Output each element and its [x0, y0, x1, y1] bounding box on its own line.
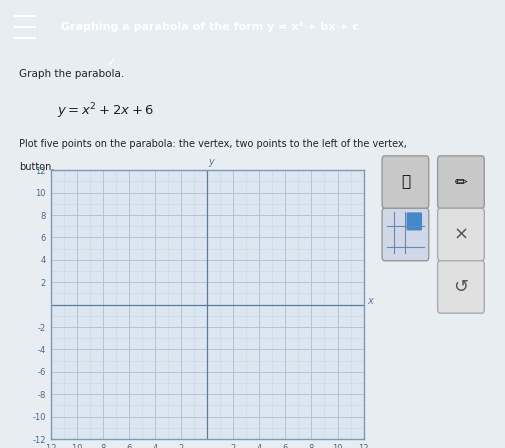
FancyBboxPatch shape — [438, 156, 484, 208]
Text: 🧹: 🧹 — [401, 175, 410, 190]
FancyBboxPatch shape — [407, 212, 422, 230]
Text: Plot five points on the parabola: the vertex, two points to the left of the vert: Plot five points on the parabola: the ve… — [19, 139, 407, 149]
Text: Graphing a parabola of the form y = x² + bx + c: Graphing a parabola of the form y = x² +… — [61, 22, 359, 32]
Text: ✏️: ✏️ — [454, 175, 467, 190]
FancyBboxPatch shape — [438, 208, 484, 261]
Text: ↺: ↺ — [453, 278, 469, 296]
Text: button.: button. — [19, 162, 55, 172]
FancyBboxPatch shape — [438, 261, 484, 313]
Text: x: x — [368, 296, 373, 306]
Text: ✓: ✓ — [106, 56, 116, 69]
Text: Graph the parabola.: Graph the parabola. — [19, 69, 124, 79]
Text: ×: × — [453, 225, 469, 244]
FancyBboxPatch shape — [382, 156, 429, 208]
Text: y: y — [208, 157, 214, 167]
Text: $y = x^2 + 2x + 6$: $y = x^2 + 2x + 6$ — [57, 101, 154, 121]
FancyBboxPatch shape — [382, 208, 429, 261]
